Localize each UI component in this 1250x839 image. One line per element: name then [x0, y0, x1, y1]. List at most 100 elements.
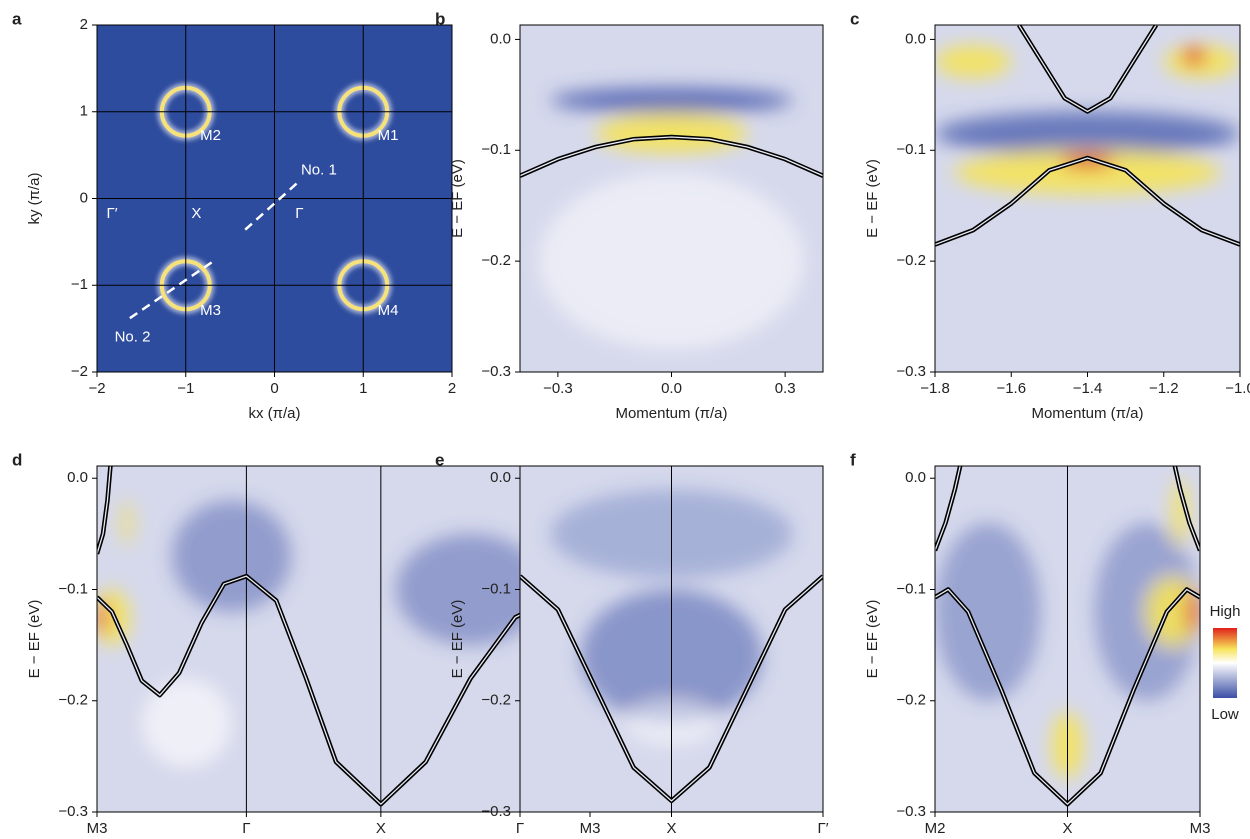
x-tick-label: 0: [270, 380, 278, 397]
y-tick-label: 0.0: [490, 469, 511, 486]
x-tick-label: 0.3: [775, 380, 796, 397]
x-tick-label: −1.2: [1149, 380, 1179, 397]
colorbar-label: High: [1210, 603, 1241, 620]
x-tick-label: −1: [177, 380, 194, 397]
annotation: No. 2: [115, 328, 151, 345]
plot-area: [935, 466, 1200, 812]
y-tick-label: −0.2: [896, 692, 926, 709]
y-axis-label: E − EF (eV): [449, 159, 466, 238]
panel: −1.8 −1.6 −1.4 −1.2 −1.0 0.0 −0.1 −0.2 −0.3 c Mome…: [850, 9, 1250, 421]
x-tick-label: 1: [359, 380, 367, 397]
intensity-blob: [935, 111, 1240, 156]
band-line-core: [1018, 25, 1157, 113]
intensity-blob: [550, 87, 793, 114]
y-tick-label: −0.3: [896, 363, 926, 380]
y-tick-label: −0.1: [481, 141, 511, 158]
band-line-core: [935, 466, 961, 551]
y-tick-label: −0.3: [481, 803, 511, 820]
intensity-blob: [538, 172, 805, 350]
x-tick-label: 0.0: [661, 380, 682, 397]
panel-label: f: [850, 450, 856, 469]
x-tick-label: Γ′: [817, 820, 828, 837]
panel: M2 X M3 0.0 −0.1 −0.2 −0.3 f E − EF (eV) High Low: [850, 450, 1240, 836]
cut-line: [129, 259, 216, 320]
y-tick-label: −0.2: [896, 252, 926, 269]
x-tick-label: −0.3: [543, 380, 573, 397]
plot-area: [520, 25, 823, 372]
y-tick-label: −0.3: [896, 803, 926, 820]
y-tick-label: −0.1: [481, 580, 511, 597]
y-axis-label: E − EF (eV): [864, 600, 881, 679]
y-tick-label: 0: [80, 189, 88, 206]
annotation: M1: [378, 127, 399, 144]
annotation: Γ: [295, 205, 303, 222]
y-tick-label: −0.2: [481, 252, 511, 269]
y-tick-label: 1: [80, 103, 88, 120]
panel: −0.3 0.0 0.3 0.0 −0.1 −0.2 −0.3 b Momentum (π/a)…: [435, 9, 824, 422]
y-tick-label: −0.2: [481, 692, 511, 709]
x-axis-label: Momentum (π/a): [1031, 405, 1143, 422]
y-tick-label: −0.3: [481, 363, 511, 380]
y-axis-label: E − EF (eV): [864, 159, 881, 238]
annotation: M4: [378, 302, 399, 319]
panel: M3 Γ X M3 0.0 −0.1 −0.2 −0.3 d E − EF (eV): [12, 450, 600, 836]
y-tick-label: −0.3: [58, 803, 88, 820]
x-tick-label: M3: [580, 820, 601, 837]
y-axis-label: E − EF (eV): [26, 600, 43, 679]
x-tick-label: X: [1062, 820, 1072, 837]
band-line-core: [97, 466, 112, 555]
plot-area: [97, 466, 590, 812]
colorbar: [1213, 628, 1237, 698]
panel-label: e: [435, 450, 444, 469]
y-tick-label: −0.1: [58, 580, 88, 597]
cut-line: [244, 179, 302, 231]
colorbar-label: Low: [1211, 706, 1239, 723]
intensity-map: [935, 25, 1240, 372]
x-tick-label: M3: [87, 820, 108, 837]
x-tick-label: M3: [1190, 820, 1211, 837]
annotation: No. 1: [301, 162, 337, 179]
x-tick-label: −2: [88, 380, 105, 397]
x-tick-label: M2: [925, 820, 946, 837]
annotation: Γ′: [107, 205, 118, 222]
plot-area: [97, 25, 452, 372]
y-tick-label: −0.1: [896, 141, 926, 158]
intensity-blob: [1172, 478, 1189, 545]
y-tick-label: −0.1: [896, 580, 926, 597]
y-tick-label: 0.0: [905, 469, 926, 486]
x-tick-label: −1.8: [920, 380, 950, 397]
panel: Γ X Γ′ 0.0 −0.1 −0.2 −0.3 e E − EF (eV): [435, 450, 829, 836]
y-axis-label: ky (π/a): [26, 172, 43, 224]
x-axis-label: kx (π/a): [248, 405, 300, 422]
x-tick-label: −1.0: [1225, 380, 1250, 397]
panel-label: d: [12, 450, 22, 469]
annotation: M3: [200, 302, 221, 319]
intensity-blob: [395, 533, 546, 646]
intensity-blob: [141, 678, 232, 768]
intensity-blob: [954, 150, 1221, 195]
x-tick-label: 2: [448, 380, 456, 397]
band-line-core: [1174, 466, 1200, 551]
band-line-core: [935, 588, 1200, 805]
intensity-blob: [1182, 47, 1206, 65]
panel-label: c: [850, 9, 859, 28]
x-tick-label: −1.6: [996, 380, 1026, 397]
x-axis-label: Momentum (π/a): [615, 405, 727, 422]
intensity-features: [935, 44, 1240, 195]
x-tick-label: Γ: [242, 820, 250, 837]
intensity-blob: [1186, 589, 1200, 634]
intensity-blob: [1060, 154, 1115, 169]
intensity-blob: [119, 500, 135, 545]
x-tick-label: Γ: [516, 820, 524, 837]
y-axis-label: E − EF (eV): [449, 600, 466, 679]
x-tick-label: X: [666, 820, 676, 837]
panel-label: b: [435, 9, 445, 28]
band-line-core: [520, 136, 823, 177]
panel-label: a: [12, 9, 22, 28]
x-tick-label: X: [376, 820, 386, 837]
x-tick-label: −1.4: [1073, 380, 1103, 397]
intensity-blob: [171, 500, 292, 612]
plot-area: [520, 466, 823, 812]
plot-area: [935, 25, 1240, 372]
